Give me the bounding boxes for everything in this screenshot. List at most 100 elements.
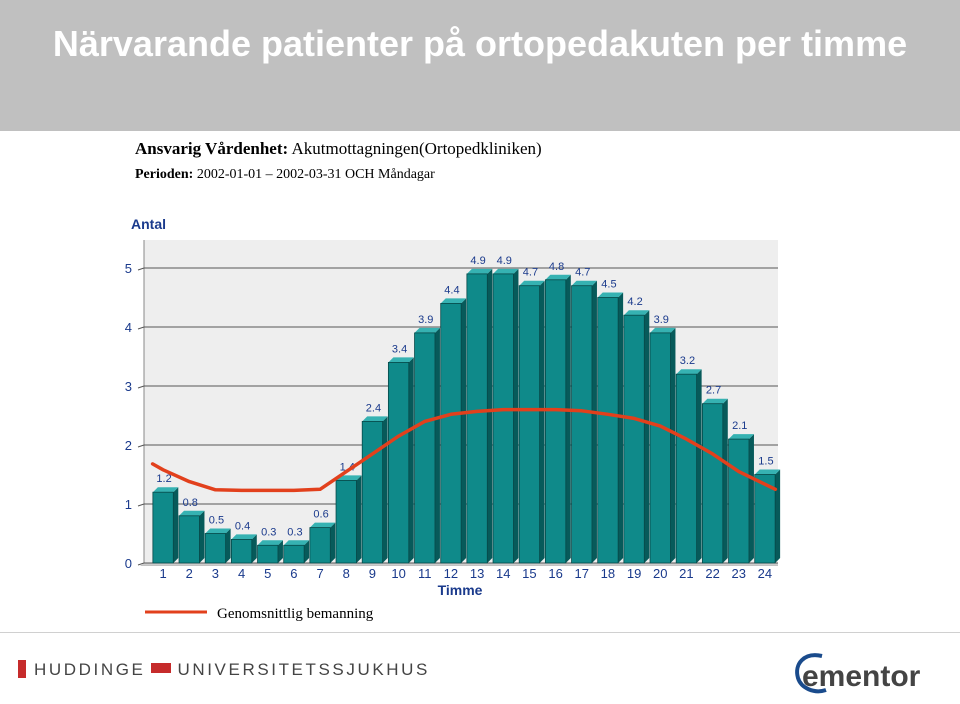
- x-tick-label: 4: [238, 566, 245, 581]
- svg-text:ementor: ementor: [802, 660, 921, 693]
- bar-side: [225, 528, 231, 563]
- bar-value-label: 3.2: [680, 355, 695, 367]
- bar: [152, 491, 174, 564]
- bar-side: [618, 292, 624, 563]
- bar-top: [545, 274, 571, 280]
- bar-value-label: 0.3: [287, 526, 302, 538]
- bar-top: [388, 357, 414, 363]
- x-tick-label: 6: [290, 566, 297, 581]
- bar-top: [205, 528, 231, 534]
- bar-top: [257, 540, 283, 546]
- bar-value-label: 4.8: [549, 261, 564, 273]
- bar-top: [597, 292, 624, 298]
- bar-side: [696, 369, 702, 563]
- bar-value-labels: 1.20.80.5 0.4 0.3 0.30.61.42.43.43.94.44.9 4…: [156, 255, 773, 538]
- bar-top: [336, 475, 362, 481]
- bar-value-label: 0.3: [261, 526, 276, 538]
- y-axis-label: Antal: [131, 216, 166, 232]
- bar-value-label: 4.9: [470, 255, 485, 267]
- bar-side: [356, 475, 362, 563]
- hospital-name: HUDDINGE UNIVERSITETSSJUKHUS: [34, 660, 430, 680]
- bar-top: [702, 398, 728, 404]
- grid-line-cap: [137, 562, 145, 566]
- x-tick-label: 7: [316, 566, 323, 581]
- bar: [571, 285, 593, 564]
- bar: [387, 361, 410, 564]
- bar-top: [440, 298, 467, 304]
- bar: [701, 403, 724, 564]
- bar-value-label: 0.4: [235, 520, 250, 532]
- x-tick-label: 12: [444, 566, 458, 581]
- bar-side: [775, 469, 781, 563]
- bar-value-label: 3.4: [392, 343, 407, 355]
- x-tick-label: 16: [548, 566, 562, 581]
- bar-side: [461, 298, 467, 563]
- bar-top: [179, 510, 205, 516]
- hospital-logo-separator: [151, 663, 172, 673]
- bar-value-label: 4.7: [523, 267, 538, 279]
- bar-side: [513, 268, 519, 563]
- bars: [152, 268, 781, 564]
- bar: [414, 332, 436, 564]
- bar-value-label: 4.9: [497, 255, 512, 267]
- bar-side: [722, 398, 728, 563]
- bar-top: [728, 434, 754, 440]
- bar: [597, 297, 619, 564]
- trend-line: [150, 407, 778, 493]
- bar-value-label: 4.5: [601, 279, 616, 291]
- x-tick-label: 10: [391, 566, 405, 581]
- bar-side: [382, 416, 388, 563]
- x-axis-ticks: 1 2 3 4 5 6 7 8 9 10 11 12 13 14 15 16 17 18 19 20 21 22 23 24: [159, 566, 772, 581]
- bar: [492, 273, 514, 564]
- bar-value-label: 0.5: [209, 515, 224, 527]
- y-tick-label: 0: [125, 556, 132, 571]
- x-axis-label: Timme: [438, 582, 483, 598]
- x-tick-label: 18: [601, 566, 615, 581]
- bar-side: [565, 274, 571, 563]
- x-tick-label: 22: [705, 566, 719, 581]
- bar-side: [591, 280, 597, 563]
- bar-side: [487, 268, 493, 563]
- x-tick-label: 5: [264, 566, 271, 581]
- bar-chart: 1.20.80.5 0.4 0.3 0.30.61.42.43.43.94.44.9 4…: [125, 216, 781, 622]
- x-tick-label: 23: [732, 566, 746, 581]
- bar-value-label: 3.9: [418, 314, 433, 326]
- x-tick-label: 20: [653, 566, 667, 581]
- bar-top: [519, 280, 545, 286]
- bar-side: [251, 534, 257, 563]
- x-tick-label: 11: [418, 566, 432, 581]
- bar-top: [754, 469, 781, 475]
- bar-side: [199, 510, 205, 563]
- bar: [623, 314, 645, 564]
- bar-top: [231, 534, 257, 540]
- bar-value-label: 4.2: [627, 296, 642, 308]
- bar-side: [748, 434, 754, 563]
- x-tick-label: 17: [575, 566, 589, 581]
- unit-value: Akutmottagningen(Ortopedkliniken): [291, 139, 542, 158]
- y-axis-ticks: 0 1 2 3 4 5: [125, 261, 132, 571]
- bar: [204, 533, 227, 564]
- average-staffing-line: [150, 407, 778, 493]
- y-tick-label: 3: [125, 379, 132, 394]
- bar: [544, 279, 567, 564]
- page-title: Närvarande patienter på ortopedakuten pe…: [52, 23, 908, 64]
- bar-top: [650, 327, 676, 333]
- bar-value-label: 0.8: [183, 497, 198, 509]
- legend: Genomsnittlig bemanning: [145, 606, 374, 622]
- bar: [361, 420, 384, 564]
- bar-top: [283, 540, 310, 546]
- x-tick-label: 24: [758, 566, 772, 581]
- x-tick-label: 3: [212, 566, 219, 581]
- bar-top: [414, 327, 440, 333]
- footer-divider: [0, 632, 960, 633]
- bar-side: [670, 327, 676, 563]
- bar-top: [676, 369, 702, 375]
- bar: [728, 438, 750, 564]
- bar: [649, 332, 671, 564]
- bar-top: [309, 522, 336, 528]
- x-tick-label: 2: [186, 566, 193, 581]
- unit-label: Ansvarig Vårdenhet:: [135, 139, 289, 158]
- bar-value-label: 2.1: [732, 420, 747, 432]
- bar-side: [173, 487, 179, 563]
- bar: [518, 285, 541, 564]
